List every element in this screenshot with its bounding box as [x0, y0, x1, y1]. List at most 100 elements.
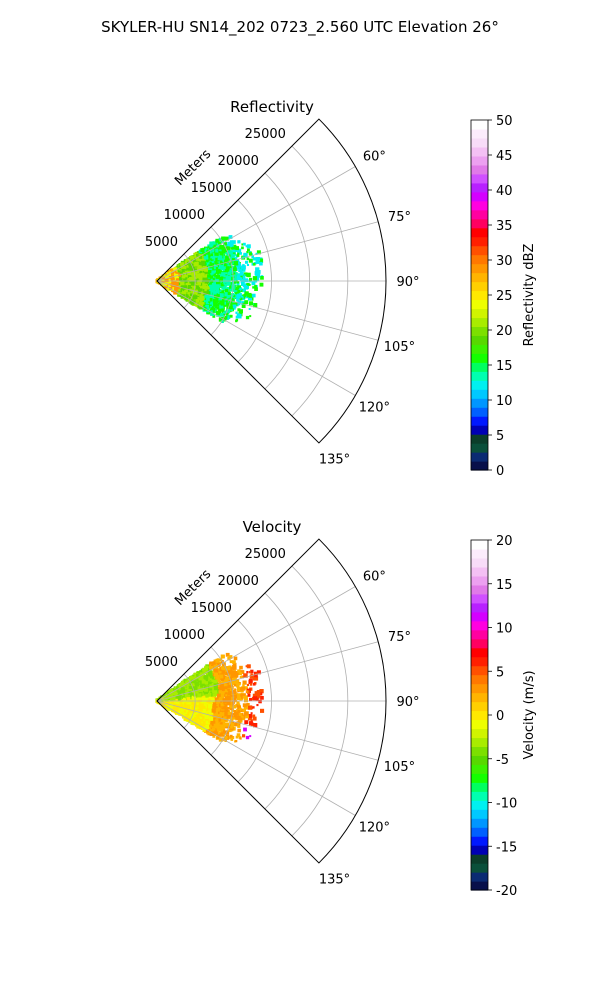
echo-pixel	[242, 283, 247, 288]
echo-pixel	[220, 682, 224, 687]
echo-pixel	[190, 275, 195, 280]
echo-pixel	[225, 669, 228, 672]
echo-pixel	[187, 700, 190, 703]
echo-pixel	[223, 296, 227, 300]
radial-tick-label: 10000	[164, 208, 205, 223]
echo-pixel	[247, 296, 252, 301]
reflectivity-title: Reflectivity	[230, 98, 314, 116]
colorbar-segment	[471, 281, 488, 292]
echo-pixel	[228, 250, 232, 254]
echo-pixel	[202, 301, 207, 305]
echo-pixel	[239, 287, 242, 291]
echo-pixel	[232, 270, 236, 275]
echo-pixel	[224, 288, 229, 293]
echo-pixel	[186, 264, 190, 268]
echo-pixel	[243, 727, 247, 732]
echo-pixel	[235, 286, 239, 291]
colorbar-segment	[471, 137, 488, 148]
echo-pixel	[210, 280, 214, 283]
echo-pixel	[259, 689, 264, 694]
echo-pixel	[198, 261, 202, 265]
echo-pixel	[251, 255, 254, 259]
echo-pixel	[190, 693, 195, 698]
echo-pixel	[235, 680, 240, 685]
echo-pixel	[179, 278, 182, 282]
echo-pixel	[246, 703, 250, 706]
echo-pixel	[212, 285, 218, 291]
echo-pixel	[236, 688, 239, 691]
echo-pixel	[215, 289, 220, 294]
echo-pixel	[238, 714, 243, 720]
echo-pixel	[226, 269, 230, 272]
colorbar-segment	[471, 236, 488, 247]
echo-pixel	[218, 266, 223, 271]
echo-pixel	[215, 252, 219, 256]
echo-pixel	[227, 302, 231, 306]
echo-pixel	[255, 267, 260, 272]
colorbar-segment	[471, 209, 488, 220]
echo-pixel	[258, 699, 262, 704]
echo-pixel	[193, 289, 198, 294]
echo-pixel	[234, 290, 237, 293]
echo-pixel	[231, 736, 235, 740]
echo-pixel	[242, 703, 247, 708]
echo-pixel	[223, 275, 228, 280]
echo-pixel	[176, 278, 180, 282]
echo-pixel	[241, 246, 244, 250]
echo-pixel	[189, 256, 193, 260]
echo-pixel	[224, 692, 228, 695]
echo-pixel	[179, 270, 183, 274]
echo-pixel	[204, 279, 209, 284]
colorbar-segment	[471, 182, 488, 193]
echo-pixel	[237, 728, 241, 733]
echo-pixel	[232, 280, 236, 285]
echo-pixel	[216, 729, 219, 732]
colorbar-segment	[471, 317, 488, 328]
echo-pixel	[238, 264, 242, 267]
echo-pixel	[203, 690, 208, 695]
colorbar-segment	[471, 344, 488, 354]
echo-pixel	[206, 303, 211, 308]
echo-pixel	[193, 271, 198, 276]
echo-pixel	[229, 660, 233, 664]
echo-pixel	[208, 274, 211, 277]
echo-pixel	[245, 260, 248, 264]
echo-pixel	[196, 270, 200, 274]
echo-pixel	[249, 277, 253, 282]
colorbar-segment	[471, 362, 488, 372]
echo-pixel	[212, 720, 216, 724]
echo-pixel	[244, 291, 249, 296]
echo-pixel	[234, 281, 237, 284]
echo-pixel	[234, 671, 239, 676]
echo-pixel	[237, 693, 241, 697]
colorbar-segment	[471, 452, 488, 462]
echo-pixel	[224, 285, 227, 289]
echo-pixel	[197, 724, 201, 728]
colorbar-segment	[471, 407, 488, 417]
echo-pixel	[230, 714, 233, 717]
figure-title: SKYLER-HU SN14_202 0723_2.560 UTC Elevat…	[101, 18, 499, 37]
echo-pixel	[232, 249, 236, 253]
echo-pixel	[225, 256, 229, 261]
echo-pixel	[174, 287, 179, 292]
echo-pixel	[230, 673, 235, 679]
echo-pixel	[236, 254, 240, 257]
echo-pixel	[227, 684, 232, 688]
echo-pixel	[186, 261, 191, 265]
echo-pixel	[180, 264, 184, 268]
echo-pixel	[244, 711, 249, 716]
radial-tick-label: 5000	[145, 235, 178, 250]
colorbar-segment	[471, 164, 488, 175]
echo-pixel	[207, 276, 211, 280]
echo-pixel	[222, 258, 225, 261]
echo-pixel	[194, 302, 198, 307]
echo-pixel	[207, 669, 212, 674]
echo-pixel	[233, 683, 238, 687]
colorbar-tick-label: 25	[496, 289, 513, 304]
echo-pixel	[168, 284, 171, 287]
echo-pixel	[194, 261, 199, 267]
echo-pixel	[198, 266, 203, 271]
echo-pixel	[206, 672, 211, 676]
echo-pixel	[220, 260, 223, 263]
